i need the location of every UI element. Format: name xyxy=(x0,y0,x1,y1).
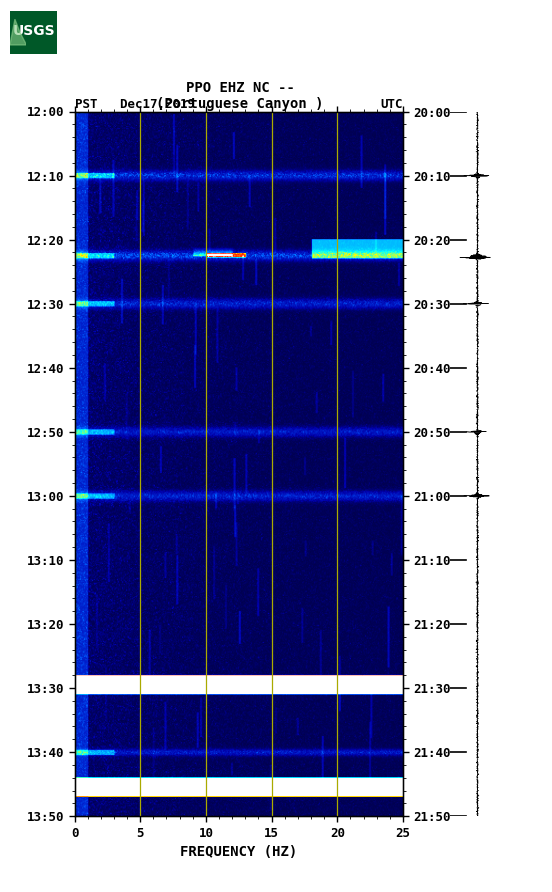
X-axis label: FREQUENCY (HZ): FREQUENCY (HZ) xyxy=(180,845,298,859)
Text: UTC: UTC xyxy=(380,97,403,111)
Text: USGS: USGS xyxy=(13,24,56,38)
Polygon shape xyxy=(10,20,26,45)
Text: PPO EHZ NC --: PPO EHZ NC -- xyxy=(185,81,295,95)
Text: PST   Dec17,2019: PST Dec17,2019 xyxy=(75,97,194,111)
Text: (Portuguese Canyon ): (Portuguese Canyon ) xyxy=(156,96,324,111)
